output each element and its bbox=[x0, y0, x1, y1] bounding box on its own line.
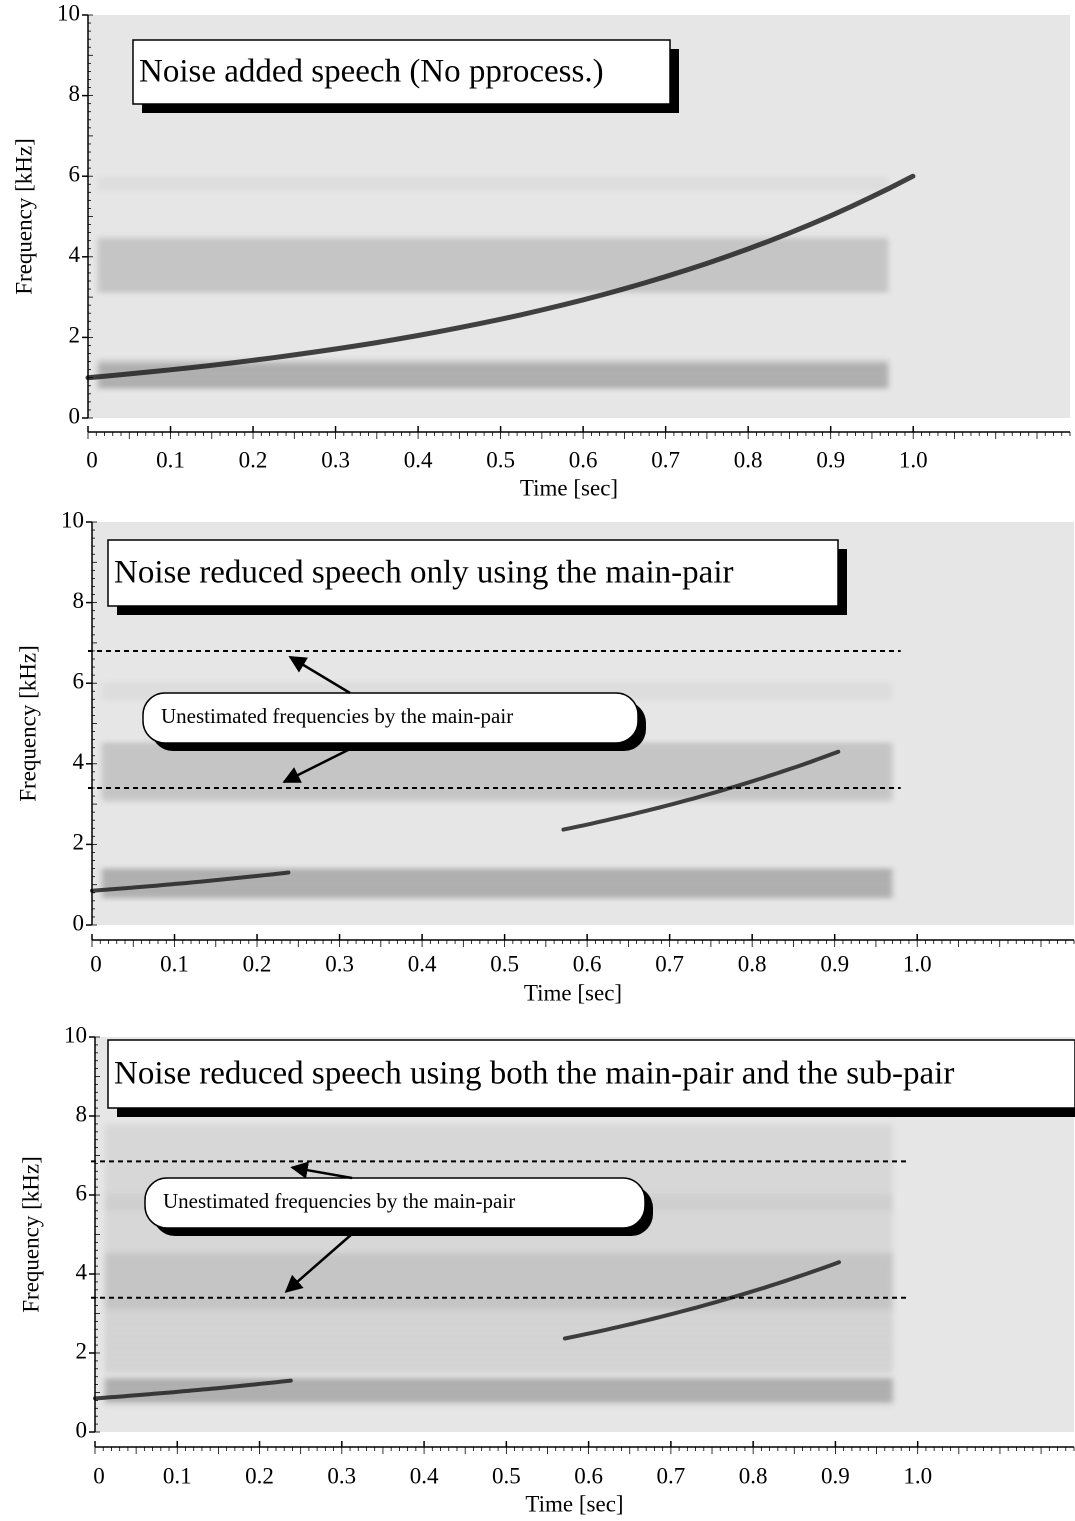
texture bbox=[104, 1254, 893, 1310]
x-tick-label: 0.7 bbox=[651, 447, 680, 472]
x-tick-label: 0.8 bbox=[734, 447, 763, 472]
panel: 0 2 4 6 8 10 Frequency [kHz] 0 0.1 0.2 0.3 0.4 0.5 0.… bbox=[11, 0, 1071, 500]
title-box bbox=[132, 39, 671, 105]
x-tick-label: 0.6 bbox=[573, 951, 602, 976]
texture bbox=[101, 868, 893, 897]
y-tick-label: 8 bbox=[73, 588, 85, 613]
y-axis-label: Frequency [kHz] bbox=[11, 138, 36, 294]
x-tick-label: 0.3 bbox=[321, 447, 350, 472]
x-tick-label: 0.8 bbox=[739, 1463, 768, 1488]
y-axis-label: Frequency [kHz] bbox=[15, 645, 40, 801]
x-tick-label: 0.9 bbox=[821, 1463, 850, 1488]
x-tick-label: 0.1 bbox=[156, 447, 185, 472]
y-tick-label: 10 bbox=[57, 0, 80, 25]
x-tick-label: 0.1 bbox=[163, 1463, 192, 1488]
y-tick-label: 2 bbox=[69, 323, 81, 348]
texture bbox=[97, 176, 889, 193]
x-tick-label: 0.2 bbox=[243, 951, 272, 976]
x-axis-label: Time [sec] bbox=[524, 980, 622, 1005]
x-tick-label: 0.1 bbox=[160, 951, 189, 976]
panel: 0 2 4 6 8 10 Frequency [kHz] 0 0.1 0.2 0.3 0.4 0.5 0.… bbox=[15, 507, 1075, 1005]
x-tick-label: 0.2 bbox=[245, 1463, 274, 1488]
x-tick-label: 0.3 bbox=[327, 1463, 356, 1488]
x-tick-label: 0.8 bbox=[738, 951, 767, 976]
y-tick-label: 4 bbox=[76, 1259, 88, 1284]
annotation-box bbox=[142, 692, 639, 744]
trace bbox=[90, 749, 841, 893]
x-tick-label: 1.0 bbox=[899, 447, 928, 472]
panel-title: Noise reduced speech only using the main… bbox=[114, 555, 733, 591]
title-box bbox=[107, 1039, 1075, 1109]
x-tick-label: 1.0 bbox=[903, 1463, 932, 1488]
y-axis-label: Frequency [kHz] bbox=[18, 1156, 43, 1312]
y-tick-label: 8 bbox=[76, 1101, 88, 1126]
x-tick-label: 0 bbox=[90, 951, 102, 976]
x-tick-label: 0.5 bbox=[490, 951, 519, 976]
y-tick-label: 6 bbox=[69, 161, 81, 186]
annotation: Unestimated frequencies by the main-pair bbox=[163, 1189, 515, 1213]
x-tick-label: 0.2 bbox=[239, 447, 268, 472]
annotation-arrow bbox=[282, 747, 351, 784]
y-tick-label: 10 bbox=[61, 507, 84, 532]
x-tick-label: 0.7 bbox=[657, 1463, 686, 1488]
y-tick-label: 2 bbox=[73, 830, 85, 855]
annotation-arrow bbox=[284, 1233, 353, 1293]
y-tick-label: 4 bbox=[73, 749, 85, 774]
trace bbox=[85, 173, 916, 381]
y-tick-label: 10 bbox=[64, 1022, 87, 1047]
x-tick-label: 0.9 bbox=[820, 951, 849, 976]
texture bbox=[104, 1376, 893, 1405]
x-tick-label: 1.0 bbox=[903, 951, 932, 976]
x-tick-label: 0.4 bbox=[404, 447, 433, 472]
x-tick-label: 0 bbox=[93, 1463, 105, 1488]
x-axis-label: Time [sec] bbox=[520, 475, 618, 500]
panel: 0 2 4 6 8 10 Frequency [kHz] 0 0.1 0.2 0.3 0.4 0.5 0.… bbox=[18, 1022, 1075, 1516]
y-tick-label: 4 bbox=[69, 242, 81, 267]
x-axis-label: Time [sec] bbox=[525, 1491, 623, 1516]
panel-title: Noise reduced speech using both the main… bbox=[114, 1056, 954, 1092]
texture bbox=[101, 743, 893, 801]
x-tick-label: 0.3 bbox=[325, 951, 354, 976]
title-box bbox=[107, 539, 839, 607]
y-tick-label: 0 bbox=[76, 1417, 88, 1442]
panel-title: Noise added speech (No pprocess.) bbox=[139, 54, 604, 90]
trace bbox=[93, 1260, 841, 1401]
texture bbox=[97, 236, 889, 294]
y-tick-label: 8 bbox=[69, 81, 81, 106]
y-tick-label: 6 bbox=[73, 668, 85, 693]
x-tick-label: 0.9 bbox=[816, 447, 845, 472]
y-tick-label: 0 bbox=[69, 403, 81, 428]
x-tick-label: 0.6 bbox=[569, 447, 598, 472]
x-tick-label: 0.4 bbox=[410, 1463, 439, 1488]
y-tick-label: 2 bbox=[76, 1338, 88, 1363]
x-tick-label: 0 bbox=[86, 447, 98, 472]
annotation-arrow bbox=[288, 655, 351, 695]
annotation-arrow bbox=[290, 1161, 353, 1180]
texture bbox=[97, 361, 889, 390]
texture bbox=[104, 1309, 893, 1373]
x-tick-label: 0.5 bbox=[486, 447, 515, 472]
annotation-box bbox=[144, 1177, 646, 1229]
annotation: Unestimated frequencies by the main-pair bbox=[161, 704, 513, 728]
x-tick-label: 0.5 bbox=[492, 1463, 521, 1488]
x-tick-label: 0.6 bbox=[574, 1463, 603, 1488]
y-tick-label: 6 bbox=[76, 1180, 88, 1205]
y-tick-label: 0 bbox=[73, 910, 85, 935]
x-tick-label: 0.4 bbox=[408, 951, 437, 976]
x-tick-label: 0.7 bbox=[655, 951, 684, 976]
